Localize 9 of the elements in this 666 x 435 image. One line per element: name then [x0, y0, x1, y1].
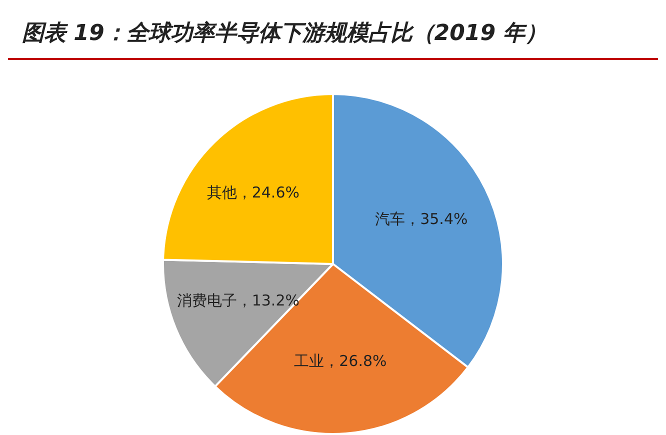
slice-label: 汽车	[375, 210, 406, 228]
data-label: ，26.8%	[324, 352, 387, 370]
data-label: ，24.6%	[236, 183, 300, 202]
data-label: ，13.2%	[236, 291, 300, 310]
slice-label: 工业	[294, 352, 324, 370]
slice-label: 其他	[206, 183, 237, 202]
chart-title: 图表 19：全球功率半导体下游规模占比（2019 年）	[22, 20, 548, 48]
slice-label: 消费电子	[176, 291, 237, 310]
data-label: ，35.4%	[405, 210, 468, 228]
